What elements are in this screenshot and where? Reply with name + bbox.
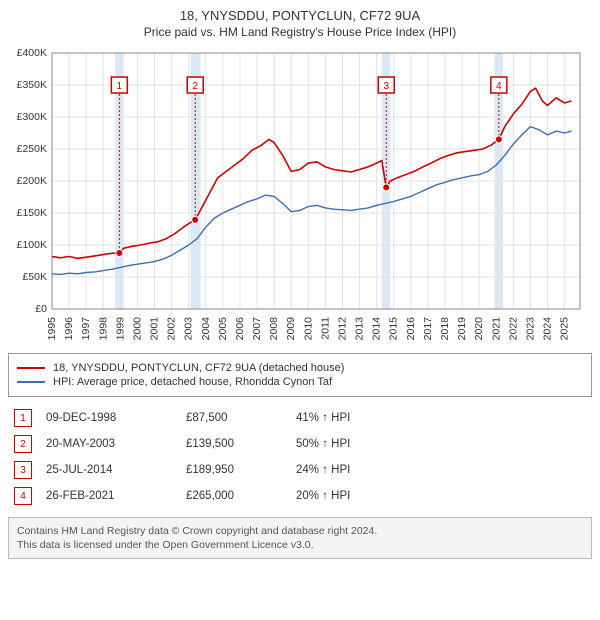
svg-text:£50K: £50K — [22, 271, 47, 283]
legend-row: 18, YNYSDDU, PONTYCLUN, CF72 9UA (detach… — [17, 362, 583, 374]
event-row: 1 09-DEC-1998£87,50041% ↑ HPI — [8, 405, 592, 431]
svg-text:£100K: £100K — [17, 239, 47, 251]
svg-text:4: 4 — [496, 81, 502, 92]
svg-text:2001: 2001 — [149, 317, 161, 341]
legend-label: HPI: Average price, detached house, Rhon… — [53, 376, 332, 388]
svg-text:£300K: £300K — [17, 111, 47, 123]
event-delta: 41% ↑ HPI — [296, 412, 406, 424]
svg-text:2019: 2019 — [456, 317, 468, 341]
svg-text:2024: 2024 — [542, 317, 554, 341]
event-date: 25-JUL-2014 — [46, 464, 186, 476]
title-line2: Price paid vs. HM Land Registry's House … — [8, 25, 592, 39]
svg-text:£0: £0 — [35, 303, 47, 315]
svg-text:2022: 2022 — [507, 317, 519, 341]
svg-text:2004: 2004 — [200, 317, 212, 341]
svg-text:£350K: £350K — [17, 79, 47, 91]
event-row: 4 26-FEB-2021£265,00020% ↑ HPI — [8, 483, 592, 509]
svg-text:2018: 2018 — [439, 317, 451, 341]
svg-text:1999: 1999 — [114, 317, 126, 341]
event-delta: 20% ↑ HPI — [296, 490, 406, 502]
event-row: 3 25-JUL-2014£189,95024% ↑ HPI — [8, 457, 592, 483]
svg-text:1997: 1997 — [80, 317, 92, 341]
event-date: 26-FEB-2021 — [46, 490, 186, 502]
event-date: 09-DEC-1998 — [46, 412, 186, 424]
event-row: 2 20-MAY-2003£139,50050% ↑ HPI — [8, 431, 592, 457]
svg-text:2015: 2015 — [388, 317, 400, 341]
svg-text:1: 1 — [117, 81, 123, 92]
svg-text:2013: 2013 — [354, 317, 366, 341]
svg-text:2017: 2017 — [422, 317, 434, 341]
price-chart: £0 £50K £100K £150K £200K £250K £300K £350K £400… — [8, 45, 592, 345]
event-marker: 1 — [14, 409, 32, 427]
event-delta: 50% ↑ HPI — [296, 438, 406, 450]
svg-text:2011: 2011 — [319, 317, 331, 340]
svg-text:2021: 2021 — [490, 317, 502, 341]
svg-text:2025: 2025 — [559, 317, 571, 341]
svg-text:2023: 2023 — [524, 317, 536, 341]
attribution-footer: Contains HM Land Registry data © Crown c… — [8, 517, 592, 559]
svg-text:1995: 1995 — [46, 317, 58, 341]
svg-text:£250K: £250K — [17, 143, 47, 155]
legend-swatch — [17, 381, 45, 383]
event-price: £265,000 — [186, 490, 296, 502]
svg-text:2007: 2007 — [251, 317, 263, 341]
svg-text:£150K: £150K — [17, 207, 47, 219]
svg-text:2008: 2008 — [268, 317, 280, 341]
svg-text:£400K: £400K — [17, 47, 47, 59]
event-price: £139,500 — [186, 438, 296, 450]
svg-text:2020: 2020 — [473, 317, 485, 341]
title-line1: 18, YNYSDDU, PONTYCLUN, CF72 9UA — [8, 8, 592, 23]
svg-text:2: 2 — [192, 81, 198, 92]
svg-text:2012: 2012 — [336, 317, 348, 341]
legend-row: HPI: Average price, detached house, Rhon… — [17, 376, 583, 388]
legend-swatch — [17, 367, 45, 369]
svg-text:2005: 2005 — [217, 317, 229, 341]
legend-label: 18, YNYSDDU, PONTYCLUN, CF72 9UA (detach… — [53, 362, 344, 374]
svg-text:2003: 2003 — [183, 317, 195, 341]
chart-title-block: 18, YNYSDDU, PONTYCLUN, CF72 9UA Price p… — [8, 8, 592, 39]
event-date: 20-MAY-2003 — [46, 438, 186, 450]
chart-svg: £0 £50K £100K £150K £200K £250K £300K £350K £400… — [8, 45, 588, 345]
footer-line1: Contains HM Land Registry data © Crown c… — [17, 524, 583, 538]
svg-text:2014: 2014 — [371, 317, 383, 341]
event-price: £87,500 — [186, 412, 296, 424]
footer-line2: This data is licensed under the Open Gov… — [17, 538, 583, 552]
svg-text:1998: 1998 — [97, 317, 109, 341]
svg-text:2002: 2002 — [166, 317, 178, 341]
legend: 18, YNYSDDU, PONTYCLUN, CF72 9UA (detach… — [8, 353, 592, 397]
events-table: 1 09-DEC-1998£87,50041% ↑ HPI 2 20-MAY-2003… — [8, 405, 592, 509]
svg-text:1996: 1996 — [63, 317, 75, 341]
svg-text:2016: 2016 — [405, 317, 417, 341]
event-price: £189,950 — [186, 464, 296, 476]
event-delta: 24% ↑ HPI — [296, 464, 406, 476]
svg-text:3: 3 — [383, 81, 389, 92]
svg-text:£200K: £200K — [17, 175, 47, 187]
svg-text:2009: 2009 — [285, 317, 297, 341]
svg-text:2000: 2000 — [131, 317, 143, 341]
svg-text:2006: 2006 — [234, 317, 246, 341]
event-marker: 3 — [14, 461, 32, 479]
event-marker: 2 — [14, 435, 32, 453]
svg-text:2010: 2010 — [302, 317, 314, 341]
event-marker: 4 — [14, 487, 32, 505]
